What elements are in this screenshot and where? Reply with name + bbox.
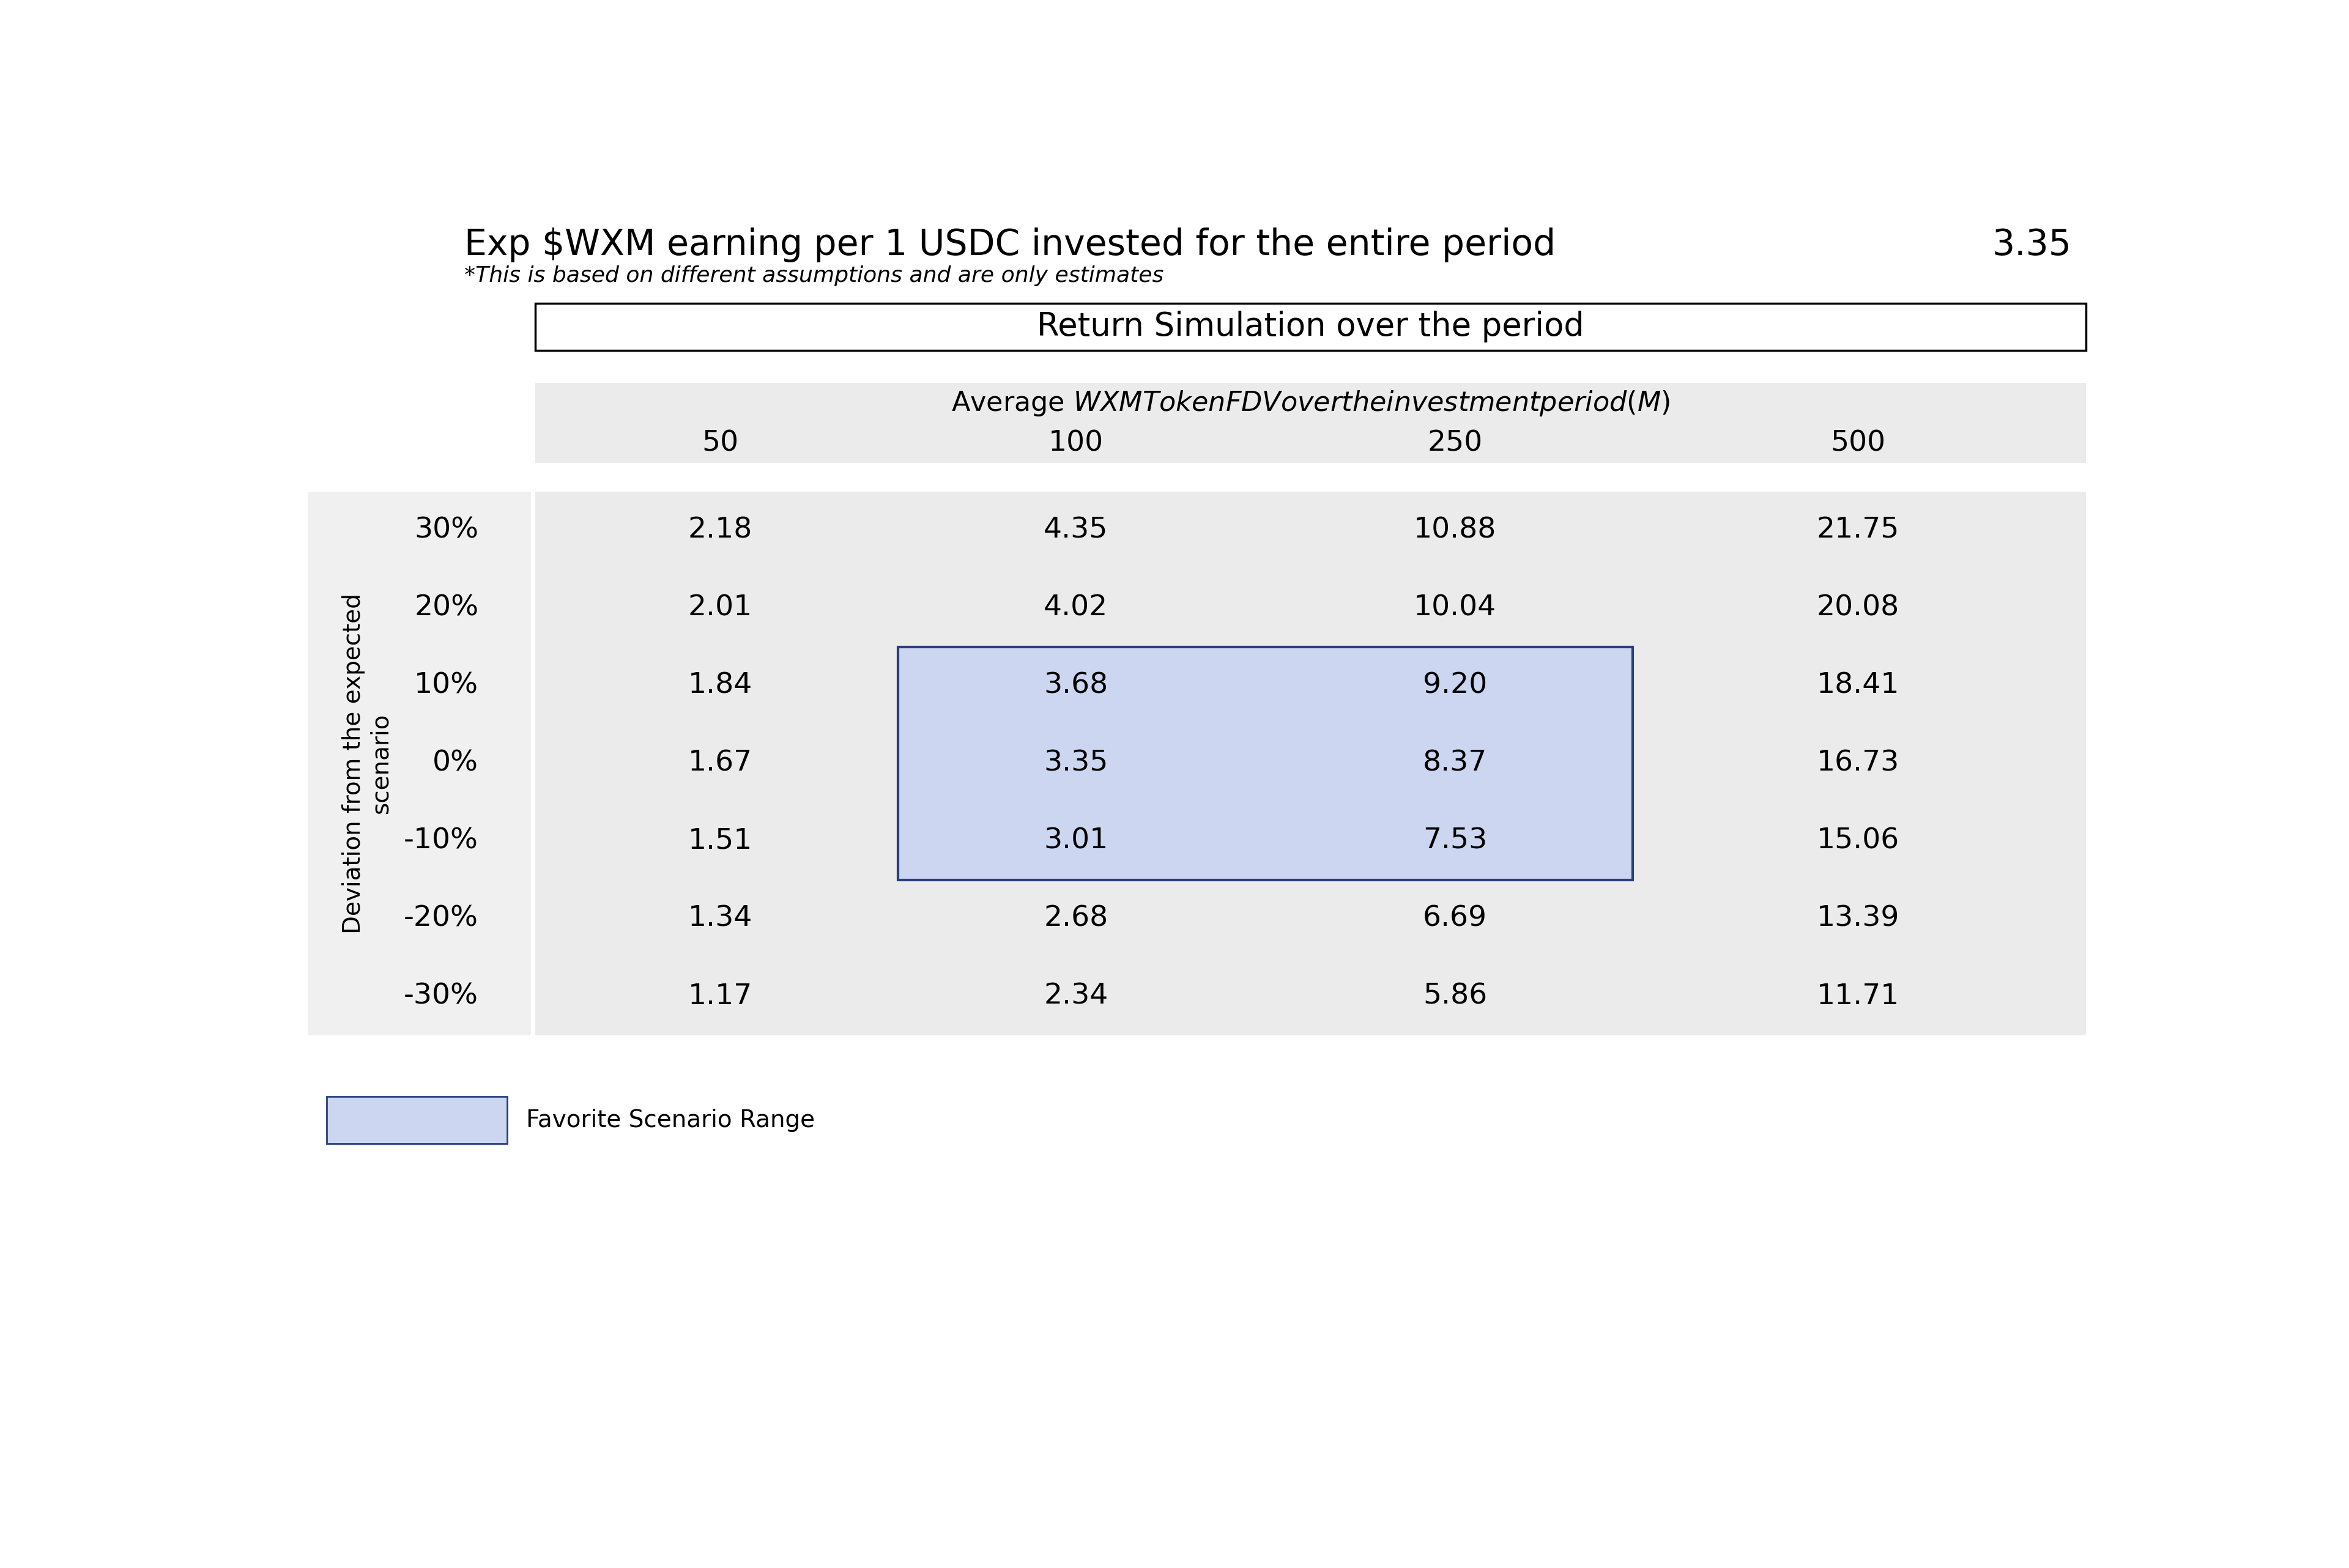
Text: Return Simulation over the period: Return Simulation over the period bbox=[1036, 310, 1583, 342]
Text: 4.35: 4.35 bbox=[1043, 516, 1109, 544]
Text: 4.02: 4.02 bbox=[1043, 594, 1109, 622]
Text: Exp $WXM earning per 1 USDC invested for the entire period: Exp $WXM earning per 1 USDC invested for… bbox=[465, 227, 1555, 262]
Text: *This is based on different assumptions and are only estimates: *This is based on different assumptions … bbox=[465, 265, 1163, 287]
Text: 20.08: 20.08 bbox=[1816, 594, 1900, 622]
Text: 21.75: 21.75 bbox=[1816, 516, 1900, 544]
Text: 3.35: 3.35 bbox=[1992, 227, 2072, 262]
Text: 500: 500 bbox=[1830, 430, 1886, 456]
Text: 1.67: 1.67 bbox=[688, 750, 752, 778]
Text: -10%: -10% bbox=[404, 828, 479, 855]
Text: 10%: 10% bbox=[413, 673, 479, 699]
Text: -30%: -30% bbox=[404, 983, 479, 1010]
Text: Favorite Scenario Range: Favorite Scenario Range bbox=[526, 1109, 815, 1132]
Text: 1.51: 1.51 bbox=[688, 828, 752, 855]
FancyBboxPatch shape bbox=[536, 383, 2086, 463]
Text: 1.34: 1.34 bbox=[688, 905, 752, 933]
Text: 3.35: 3.35 bbox=[1043, 750, 1109, 778]
Text: 5.86: 5.86 bbox=[1423, 983, 1487, 1010]
Text: 16.73: 16.73 bbox=[1816, 750, 1900, 778]
Text: Deviation from the expected
scenario: Deviation from the expected scenario bbox=[343, 593, 392, 933]
Text: 20%: 20% bbox=[413, 594, 479, 622]
Text: 2.18: 2.18 bbox=[688, 516, 752, 544]
Text: -20%: -20% bbox=[404, 905, 479, 933]
Text: 8.37: 8.37 bbox=[1423, 750, 1487, 778]
Text: 3.01: 3.01 bbox=[1043, 828, 1109, 855]
FancyBboxPatch shape bbox=[327, 1096, 507, 1143]
Text: 15.06: 15.06 bbox=[1816, 828, 1900, 855]
Text: 7.53: 7.53 bbox=[1423, 828, 1487, 855]
Text: 10.88: 10.88 bbox=[1414, 516, 1496, 544]
Text: 2.68: 2.68 bbox=[1043, 905, 1109, 933]
Text: 18.41: 18.41 bbox=[1816, 673, 1900, 699]
Text: 2.34: 2.34 bbox=[1043, 983, 1109, 1010]
Text: 1.84: 1.84 bbox=[688, 673, 752, 699]
Text: 30%: 30% bbox=[413, 516, 479, 544]
Text: 9.20: 9.20 bbox=[1423, 673, 1487, 699]
Text: 3.68: 3.68 bbox=[1043, 673, 1109, 699]
Text: Average $WXM Token FDV over the investment period (M$): Average $WXM Token FDV over the investme… bbox=[951, 389, 1670, 417]
Text: 250: 250 bbox=[1428, 430, 1482, 456]
Text: 10.04: 10.04 bbox=[1414, 594, 1496, 622]
FancyBboxPatch shape bbox=[897, 648, 1633, 880]
Text: 1.17: 1.17 bbox=[688, 983, 752, 1010]
FancyBboxPatch shape bbox=[308, 491, 531, 1035]
Text: 100: 100 bbox=[1048, 430, 1104, 456]
Text: 50: 50 bbox=[702, 430, 738, 456]
Text: 13.39: 13.39 bbox=[1816, 905, 1900, 933]
Text: 11.71: 11.71 bbox=[1816, 983, 1900, 1010]
Text: 6.69: 6.69 bbox=[1423, 905, 1487, 933]
Text: 2.01: 2.01 bbox=[688, 594, 752, 622]
Text: 0%: 0% bbox=[432, 750, 479, 778]
FancyBboxPatch shape bbox=[536, 491, 2086, 1035]
FancyBboxPatch shape bbox=[536, 303, 2086, 350]
